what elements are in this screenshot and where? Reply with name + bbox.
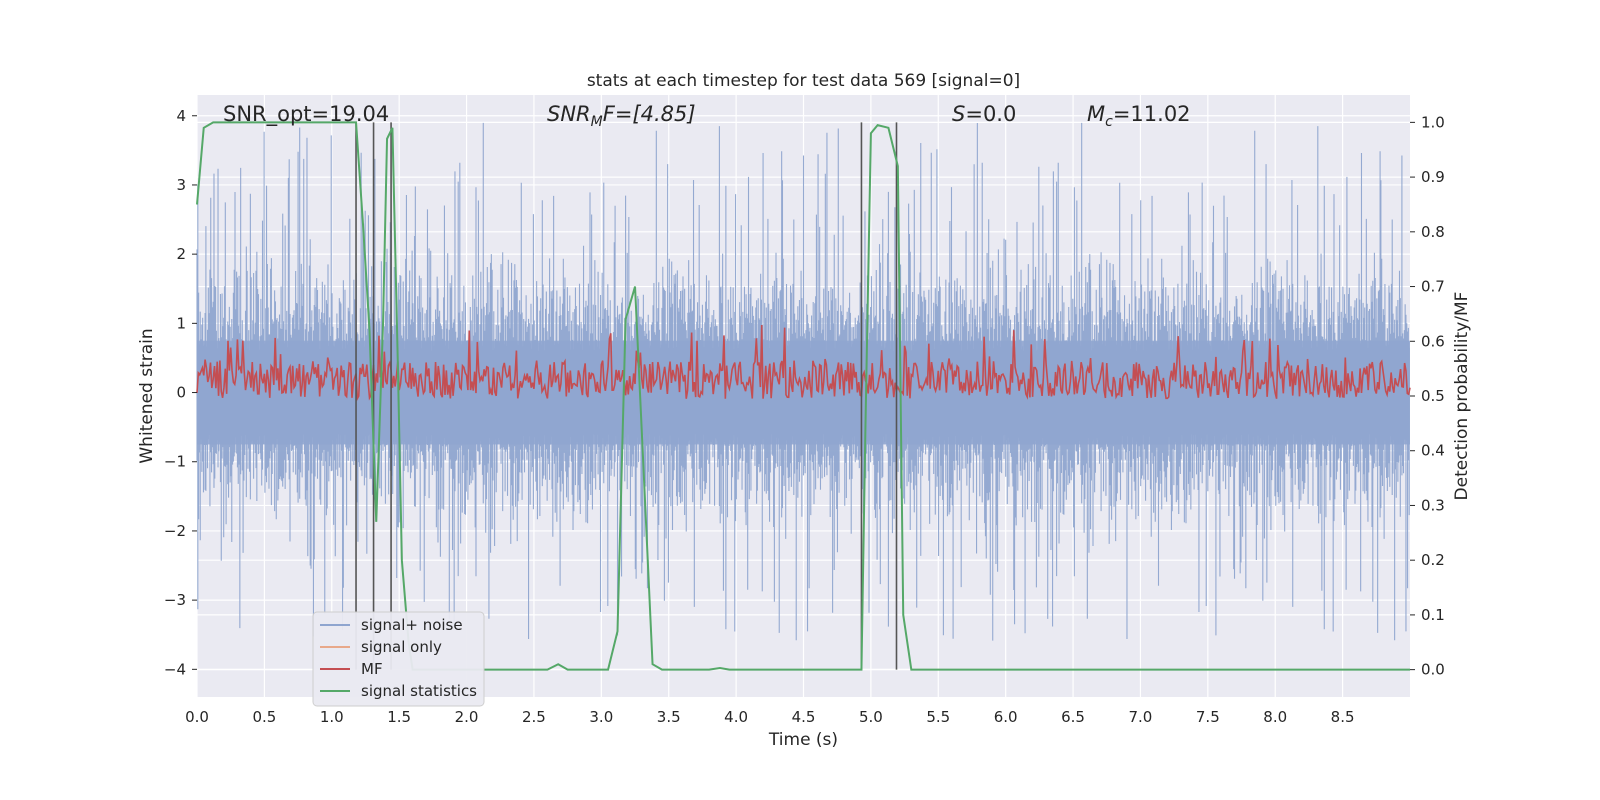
x-tick-label: 6.5: [1061, 708, 1085, 726]
vertical-markers: [355, 122, 898, 670]
legend-box: [312, 611, 485, 707]
y-right-tick-label: 0.9: [1421, 168, 1445, 186]
annotation-s-rest: =0.0: [965, 102, 1016, 126]
y-right-tick-label: 0.6: [1421, 332, 1445, 350]
y-right-axis-label: Detection probability/MF: [1452, 292, 1472, 501]
legend-label: signal statistics: [361, 682, 477, 700]
x-axis-label: Time (s): [768, 730, 838, 750]
annotation-snr-mf: SNRMF=[4.85]: [547, 102, 696, 130]
x-tick-label: 1.0: [320, 708, 344, 726]
y-right-tick-label: 0.5: [1421, 387, 1445, 405]
x-tick-label: 3.5: [657, 708, 681, 726]
y-left-axis-label: Whitened strain: [137, 328, 157, 463]
y-right-tick-label: 0.1: [1421, 606, 1445, 624]
annotation-snr-mf-main: SNR: [547, 102, 591, 126]
x-tick-label: 4.0: [724, 708, 748, 726]
annotation-mc: Mc=11.02: [1087, 102, 1191, 130]
y-left-tick-label: 4: [176, 107, 186, 125]
x-tick-label: 5.5: [926, 708, 950, 726]
y-left-tick-label: −3: [164, 591, 186, 609]
legend-label: MF: [361, 660, 383, 678]
x-tick-label: 8.5: [1331, 708, 1355, 726]
y-left-tick-label: 1: [176, 314, 186, 332]
y-right-tick-label: 0.8: [1421, 223, 1445, 241]
annotation-snr-opt: SNR_opt=19.04: [223, 102, 389, 127]
x-tick-label: 8.0: [1263, 708, 1287, 726]
legend-label: signal+ noise: [361, 616, 463, 634]
annotation-snr-mf-rest: F=[4.85]: [603, 102, 696, 126]
annotation-s-main: S: [952, 102, 965, 126]
legend-label: signal only: [361, 638, 442, 656]
y-right-axis-ticks: 0.0 0.1 0.2 0.3 0.4 0.5 0.6 0.7 0.8 0.9 1.0: [1410, 113, 1445, 679]
legend: signal+ noise signal only MF signal statist…: [312, 611, 485, 707]
y-left-axis-ticks: −4 −3 −2 −1 0 1 2 3 4: [164, 107, 197, 678]
annotation-s: S=0.0: [952, 102, 1016, 126]
y-left-tick-label: 3: [176, 176, 186, 194]
x-tick-label: 7.0: [1129, 708, 1153, 726]
series-signal-statistics: [196, 121, 1410, 671]
signal-statistics-trace: [196, 121, 1410, 671]
annotation-mc-main: M: [1087, 102, 1105, 126]
y-right-tick-label: 0.3: [1421, 496, 1445, 514]
x-tick-label: 7.5: [1196, 708, 1220, 726]
x-tick-label: 1.5: [387, 708, 411, 726]
y-left-tick-label: −2: [164, 522, 186, 540]
annotation-mc-rest: =11.02: [1113, 102, 1191, 126]
annotation-mc-sub: c: [1105, 114, 1113, 130]
x-tick-label: 2.0: [455, 708, 479, 726]
y-right-tick-label: 0.7: [1421, 278, 1445, 296]
y-left-tick-label: 0: [176, 384, 186, 402]
y-right-tick-label: 0.2: [1421, 551, 1445, 569]
y-right-tick-label: 1.0: [1421, 113, 1445, 131]
y-left-tick-label: 2: [176, 245, 186, 263]
x-tick-label: 4.5: [792, 708, 816, 726]
y-left-tick-label: −4: [164, 660, 186, 678]
y-right-tick-label: 0.4: [1421, 442, 1445, 460]
x-tick-label: 6.0: [994, 708, 1018, 726]
x-tick-label: 0.5: [252, 708, 276, 726]
x-tick-label: 3.0: [589, 708, 613, 726]
x-tick-label: 2.5: [522, 708, 546, 726]
y-left-tick-label: −1: [164, 453, 186, 471]
chart-title: stats at each timestep for test data 569…: [587, 71, 1020, 91]
y-right-tick-label: 0.0: [1421, 661, 1445, 679]
x-axis-ticks: 0.0 0.5 1.0 1.5 2.0 2.5 3.0 3.5 4.0 4.5 5.0 5.5 6.0 6…: [185, 708, 1354, 726]
annotation-snr-mf-sub: M: [591, 114, 603, 130]
x-tick-label: 0.0: [185, 708, 209, 726]
x-tick-label: 5.0: [859, 708, 883, 726]
